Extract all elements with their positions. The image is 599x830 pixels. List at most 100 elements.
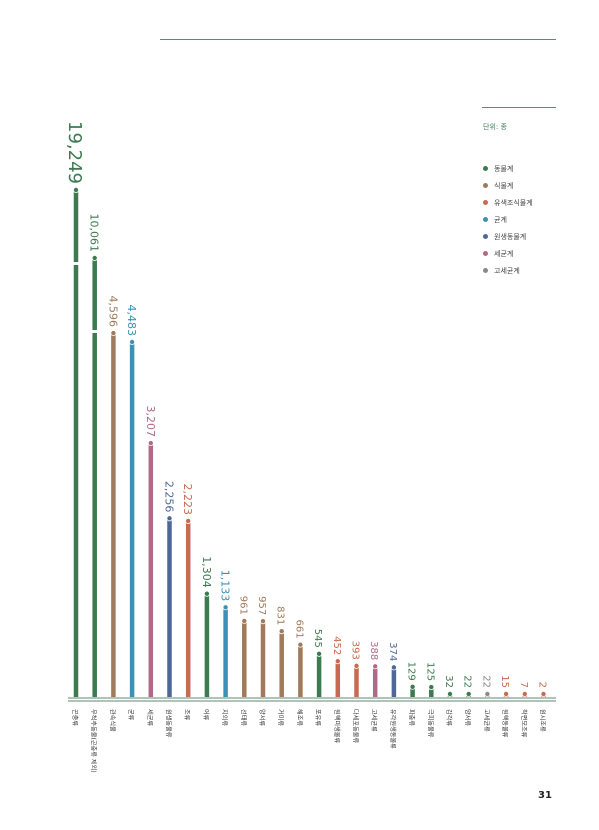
- value-label: 4,596: [106, 296, 119, 328]
- bar-cap: [147, 440, 154, 447]
- legend-swatch: [483, 183, 488, 188]
- legend-item: 동물계: [483, 160, 533, 177]
- value-label: 129: [406, 662, 417, 681]
- bar-cap: [278, 628, 285, 635]
- value-label: 2,223: [181, 483, 194, 515]
- category-label: 어류: [202, 709, 210, 721]
- value-label: 4,483: [125, 305, 138, 337]
- axis-break: [71, 262, 81, 265]
- value-label: 2,256: [163, 481, 176, 513]
- legend-swatch: [483, 217, 488, 222]
- category-label: 무척추동물(곤충류 제외): [90, 709, 98, 773]
- value-label: 452: [331, 636, 342, 655]
- category-label: 고세균류: [370, 709, 378, 732]
- legend-label: 고세균계: [494, 266, 520, 275]
- value-label: 957: [256, 596, 267, 615]
- category-label: 고세균류: [482, 709, 490, 732]
- category-label: 갑각류: [445, 709, 453, 726]
- value-label: 374: [387, 642, 398, 661]
- bar-cap: [316, 650, 323, 657]
- value-label: 10,061: [88, 214, 101, 253]
- category-label: 관속식물: [108, 709, 116, 732]
- bar-cap: [91, 254, 98, 261]
- legend-item: 세균계: [483, 245, 533, 262]
- category-label: 양서류: [464, 709, 472, 726]
- bar-cap: [446, 691, 453, 698]
- value-label: 125: [424, 662, 435, 681]
- bar-cap: [222, 604, 229, 611]
- category-label: 선태류: [239, 709, 247, 726]
- legend-label: 유색조식물계: [494, 198, 533, 207]
- category-label: 균류: [127, 709, 134, 721]
- value-label: 1,133: [219, 570, 232, 602]
- legend-rule: [482, 107, 556, 108]
- value-label: 961: [237, 596, 248, 615]
- category-label: 해조류: [295, 709, 303, 726]
- legend-item: 고세균계: [483, 262, 533, 279]
- category-label: 조류: [183, 709, 190, 721]
- value-label: 1,304: [200, 556, 213, 588]
- category-label: 착편모조류: [520, 709, 528, 738]
- category-label: 거미류: [277, 709, 285, 726]
- legend-label: 동물계: [494, 164, 514, 173]
- bar-cap: [465, 691, 472, 698]
- bar-cap: [372, 663, 379, 670]
- value-label: 7: [518, 682, 529, 688]
- bar-cap: [428, 684, 435, 691]
- legend-item: 원생동물계: [483, 228, 533, 245]
- value-label: 3,207: [144, 406, 157, 438]
- category-label: 지의류: [221, 709, 229, 726]
- bar-cap: [521, 691, 528, 698]
- category-label: 원시조류: [539, 709, 547, 732]
- value-label: 2: [537, 682, 548, 688]
- top-rule: [160, 39, 556, 40]
- bar-cap: [334, 658, 341, 665]
- legend-label: 식물계: [494, 181, 514, 190]
- legend-swatch: [483, 166, 488, 171]
- category-label: 원핵미생물류: [333, 709, 341, 743]
- bar-cap: [203, 590, 210, 597]
- category-label: 원핵동물류: [501, 709, 509, 738]
- legend-label: 균계: [494, 215, 507, 224]
- bar-cap: [166, 515, 173, 522]
- category-label: 다세포동물류: [352, 709, 360, 743]
- value-label: 32: [443, 675, 454, 688]
- page-number: 31: [538, 790, 552, 801]
- bar-cap: [110, 330, 117, 337]
- bar-cap: [241, 617, 248, 624]
- bar-cap: [484, 691, 491, 698]
- legend-swatch: [483, 234, 488, 239]
- category-label: 세균류: [146, 709, 154, 726]
- value-label: 19,249: [64, 121, 85, 184]
- bar-cap: [390, 664, 397, 671]
- legend-label: 세균계: [494, 249, 514, 258]
- category-label: 유각원생동물류: [389, 709, 397, 749]
- value-label: 393: [350, 641, 361, 660]
- value-label: 388: [368, 641, 379, 660]
- legend-item: 식물계: [483, 177, 533, 194]
- category-label: 극피동물류: [426, 709, 434, 738]
- category-label: 원생동물류: [165, 709, 173, 738]
- bar-cap: [185, 517, 192, 524]
- bar-cap: [503, 691, 510, 698]
- category-label: 포유류: [314, 709, 321, 726]
- category-label: 양서류: [258, 709, 266, 726]
- value-label: 15: [499, 675, 510, 688]
- bar-cap: [73, 186, 80, 193]
- value-label: 22: [462, 675, 473, 688]
- value-label: 545: [312, 629, 323, 648]
- bar-cap: [409, 683, 416, 690]
- legend-swatch: [483, 251, 488, 256]
- legend-swatch: [483, 200, 488, 205]
- value-label: 22: [480, 675, 491, 688]
- unit-label: 단위: 종: [483, 123, 507, 131]
- axis-break: [89, 330, 100, 333]
- bar-cap: [259, 618, 266, 625]
- legend-swatch: [483, 268, 488, 273]
- value-label: 661: [293, 620, 304, 639]
- legend-item: 유색조식물계: [483, 194, 533, 211]
- legend-item: 균계: [483, 211, 533, 228]
- bar-cap: [353, 662, 360, 669]
